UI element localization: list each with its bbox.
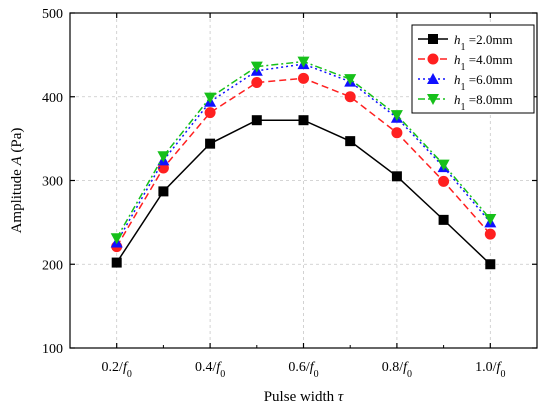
data-point	[485, 259, 496, 270]
data-point	[427, 73, 439, 84]
data-point	[297, 56, 310, 68]
legend-label: h1 =8.0mm	[454, 92, 513, 113]
x-tick-label: 0.6/f0	[288, 360, 318, 380]
data-point	[484, 214, 497, 226]
y-tick-label: 400	[42, 91, 63, 106]
data-point	[390, 110, 403, 122]
data-point	[427, 53, 439, 65]
data-point	[345, 136, 356, 147]
data-point	[428, 34, 438, 44]
series-2	[111, 72, 496, 253]
legend-item: h1 =4.0mm	[418, 52, 513, 73]
data-point	[251, 77, 263, 89]
x-tick-label: 0.2/f0	[102, 360, 132, 380]
x-tick-label: 1.0/f0	[475, 360, 505, 380]
x-tick-label: 0.4/f0	[195, 360, 225, 380]
data-point	[111, 257, 122, 268]
legend-item: h1 =6.0mm	[418, 72, 513, 93]
legend-label: h1 =4.0mm	[454, 52, 513, 73]
data-point	[438, 214, 449, 225]
data-point	[250, 61, 263, 73]
y-tick-label: 500	[42, 7, 63, 22]
data-point	[204, 92, 217, 104]
axes: 100 200 300 400 500 0.2/f0 0.4/f0 0.6/f0 0.8/f0 1…	[42, 7, 537, 380]
data-point	[427, 94, 439, 105]
x-axis-label: Pulse width τ	[264, 389, 344, 405]
legend-label: h1 =2.0mm	[454, 32, 513, 53]
legend-label: h1 =6.0mm	[454, 72, 513, 93]
series-1	[111, 115, 496, 270]
y-axis-label: Amplitude A (Pa)	[9, 128, 25, 234]
data-point	[437, 159, 450, 171]
legend-item: h1 =8.0mm	[418, 92, 513, 113]
series-line	[116, 63, 491, 243]
data-point	[484, 228, 496, 240]
data-point	[438, 175, 450, 187]
data-point	[110, 233, 123, 245]
series-4	[110, 56, 497, 245]
data-point	[391, 127, 403, 139]
data-point	[205, 138, 216, 149]
x-tick-label: 0.8/f0	[382, 360, 412, 380]
data-point	[298, 72, 309, 84]
data-point	[158, 186, 169, 197]
y-tick-label: 300	[42, 175, 63, 190]
y-tick-label: 100	[42, 342, 63, 357]
plot-series	[110, 56, 497, 270]
data-point	[204, 107, 216, 119]
data-point	[344, 74, 357, 86]
data-point	[391, 171, 402, 182]
data-point	[157, 151, 170, 163]
data-point	[344, 91, 356, 103]
data-point	[298, 115, 309, 126]
y-tick-label: 200	[42, 258, 63, 273]
legend-item: h1 =2.0mm	[418, 32, 513, 53]
data-point	[251, 115, 262, 126]
